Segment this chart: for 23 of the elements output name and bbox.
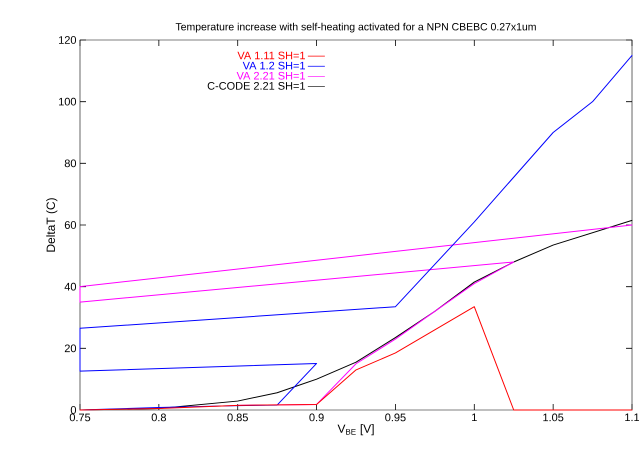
x-tick-label: 0.9: [309, 414, 324, 422]
line-series: [80, 306, 633, 410]
x-tick-label: 1.1: [625, 414, 639, 422]
legend-label: VA 2.21 SH=1: [236, 72, 305, 80]
legend-label: VA 1.11 SH=1: [237, 52, 305, 60]
x-tick-label: 1.05: [543, 414, 564, 422]
x-tick-label: 0.75: [70, 414, 90, 422]
legend-label: C-CODE 2.21 SH=1: [208, 82, 305, 90]
y-tick-label: 40: [64, 282, 76, 291]
x-tick-label: 1: [472, 414, 477, 422]
x-tick-label: 0.85: [227, 414, 248, 422]
legend-label: VA 1.2 SH=1: [242, 62, 305, 70]
y-tick-label: 20: [64, 344, 76, 352]
x-tick-label: 0.8: [152, 414, 166, 422]
x-axis-title: V$_{BE}$ [V]: [338, 424, 374, 436]
y-tick-label: 120: [59, 36, 76, 44]
y-tick-label: 100: [59, 98, 76, 106]
chart-title: Temperature increase with self-heating activated for a NPN CBEBC 0.27x1um: [176, 22, 536, 32]
y-axis-title: DeltaT (C): [46, 198, 58, 252]
y-tick-label: 60: [64, 221, 76, 229]
y-tick-label: 80: [64, 159, 76, 168]
x-tick-label: 0.95: [385, 414, 406, 422]
y-tick-label: 0: [70, 406, 76, 414]
